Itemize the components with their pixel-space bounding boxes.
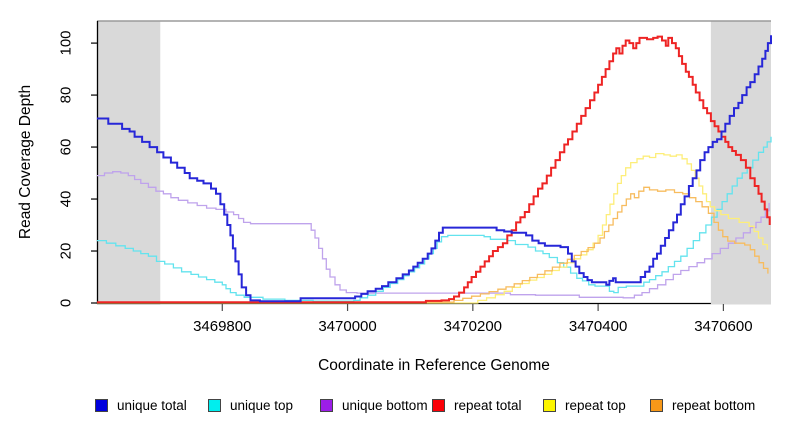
legend-item: unique total	[95, 398, 187, 413]
legend-item: repeat top	[543, 398, 626, 413]
legend-swatch-icon	[320, 399, 333, 412]
legend-swatch-icon	[432, 399, 445, 412]
y-tick-label: 60	[57, 138, 75, 156]
y-tick-label: 0	[57, 298, 75, 308]
highlight-band	[710, 21, 771, 305]
x-tick-label: 3469800	[193, 318, 252, 335]
legend-label: repeat total	[454, 398, 522, 413]
legend-label: unique top	[230, 398, 294, 413]
series-repeat-top	[97, 152, 768, 304]
series-unique-top	[97, 136, 772, 302]
series-unique-bottom	[97, 171, 770, 299]
legend-swatch-icon	[208, 399, 221, 412]
legend-label: unique total	[117, 398, 187, 413]
series-unique-total	[97, 35, 772, 303]
y-tick-label: 100	[57, 30, 75, 56]
highlight-band	[97, 21, 161, 305]
y-tick-label: 20	[57, 242, 75, 260]
legend-swatch-icon	[95, 399, 108, 412]
legend-item: unique top	[208, 398, 293, 413]
x-axis-title: Coordinate in Reference Genome	[318, 357, 550, 374]
legend-label: repeat bottom	[672, 398, 756, 413]
legend-item: repeat total	[432, 398, 522, 413]
x-tick-label: 3470200	[443, 318, 503, 335]
y-tick-label: 80	[57, 86, 75, 104]
legend-label: unique bottom	[342, 398, 428, 413]
series-repeat-total	[97, 35, 771, 304]
y-tick-label: 40	[57, 190, 75, 208]
x-tick-label: 3470600	[694, 318, 753, 335]
x-tick-label: 3470000	[318, 318, 377, 335]
x-tick-label: 3470400	[568, 318, 628, 335]
legend-swatch-icon	[543, 399, 556, 412]
legend-item: repeat bottom	[650, 398, 755, 413]
legend-swatch-icon	[650, 399, 663, 412]
legend-label: repeat top	[565, 398, 626, 413]
y-axis-title: Read Coverage Depth	[17, 84, 34, 240]
series-repeat-bottom	[97, 186, 769, 303]
legend-item: unique bottom	[320, 398, 428, 413]
